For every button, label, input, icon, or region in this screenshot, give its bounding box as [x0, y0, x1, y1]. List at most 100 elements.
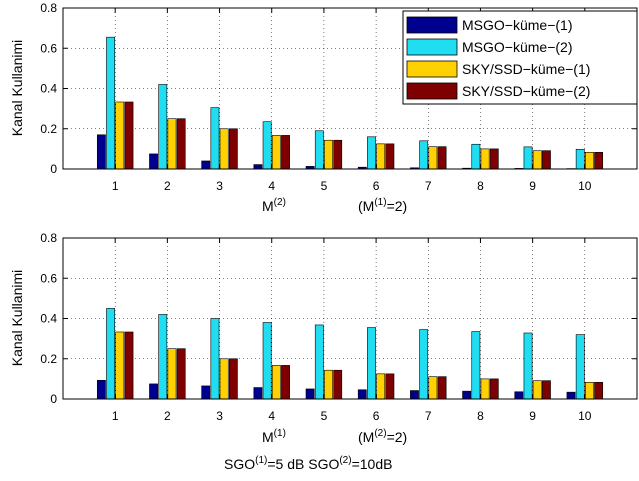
bottom-axes-box	[62, 237, 638, 400]
top-bar-msgo2-10	[575, 148, 585, 170]
top-ytick-label: 0.2	[40, 122, 57, 136]
top-bar-sky2-8	[489, 148, 499, 170]
top-bar-msgo2-6	[367, 136, 376, 170]
top-bar-msgo2-3	[210, 107, 220, 170]
bottom-bar-sky2-5	[333, 369, 343, 400]
bottom-bar-sky2-3	[228, 358, 238, 400]
bottom-bar-msgo2-6	[367, 327, 376, 400]
bottom-bar-sky1-6	[376, 373, 386, 400]
bottom-bar-msgo1-6	[357, 389, 367, 400]
bottom-ytick-label: 0.4	[40, 312, 57, 326]
bottom-bar-msgo2-2	[158, 314, 168, 400]
bottom-xtick-label: 2	[164, 409, 171, 423]
top-xtick-label: 9	[529, 179, 536, 193]
bottom-bar-sky2-1	[124, 331, 134, 400]
top-xtick-label: 6	[373, 179, 380, 193]
top-xlabel-note: (M(1)=2)	[358, 197, 407, 214]
top-bar-msgo2-9	[523, 146, 533, 170]
top-bar-msgo1-2	[149, 153, 158, 170]
top-ylabel: Kanal Kullanimi	[9, 40, 25, 137]
top-bar-sky1-2	[167, 118, 177, 170]
top-bar-sky2-10	[594, 151, 604, 170]
top-bar-msgo2-4	[262, 121, 272, 170]
bottom-bar-msgo2-10	[575, 334, 585, 400]
top-xtick-label: 5	[321, 179, 328, 193]
bottom-xtick-label: 1	[112, 409, 119, 423]
bottom-bar-sky1-9	[532, 380, 542, 400]
legend-label-sky1: SKY/SSD−küme−(1)	[462, 61, 590, 77]
bottom-bar-msgo2-8	[471, 331, 481, 400]
bottom-bar-sky2-2	[176, 348, 186, 400]
top-bar-msgo1-1	[96, 134, 106, 170]
bottom-bar-msgo2-3	[210, 318, 220, 400]
bottom-bar-sky1-8	[480, 378, 490, 400]
bottom-bar-msgo1-4	[253, 387, 263, 400]
bottom-xtick-label: 7	[425, 409, 432, 423]
bottom-bar-msgo1-10	[566, 391, 576, 400]
top-bar-sky1-4	[271, 135, 281, 170]
bottom-xtick-label: 5	[321, 409, 328, 423]
bottom-xlabel: M(1)	[262, 428, 286, 445]
top-bar-msgo2-5	[314, 130, 324, 170]
top-ytick-label: 0.6	[40, 41, 57, 55]
top-bar-sky1-1	[115, 101, 125, 170]
top-xtick-label: 7	[425, 179, 432, 193]
bottom-ytick-label: 0	[50, 392, 57, 406]
bottom-ytick-label: 0.6	[40, 271, 57, 285]
top-bar-sky1-7	[428, 146, 438, 170]
top-xtick-label: 2	[164, 179, 171, 193]
bottom-bar-sky2-10	[594, 381, 604, 400]
top-bar-sky2-7	[437, 146, 447, 170]
bottom-bar-sky1-4	[271, 365, 281, 400]
legend-swatch-sky1	[406, 60, 458, 78]
top-xtick-label: 3	[216, 179, 223, 193]
bottom-bar-msgo1-8	[462, 390, 472, 400]
top-xtick-label: 4	[268, 179, 275, 193]
top-xtick-label: 8	[477, 179, 484, 193]
bottom-bar-msgo2-9	[523, 332, 533, 400]
top-bar-sky2-3	[228, 128, 238, 170]
top-bar-sky1-6	[376, 143, 386, 170]
top-xtick-label: 1	[112, 179, 119, 193]
bottom-bar-msgo1-2	[149, 383, 158, 400]
top-bar-sky1-3	[219, 128, 229, 170]
bottom-bar-sky2-4	[281, 365, 290, 400]
legend-label-msgo2: MSGO−küme−(2)	[462, 39, 572, 55]
bottom-ytick-label: 0.8	[40, 231, 57, 245]
bottom-caption: SGO(1)=5 dB SGO(2)=10dB	[224, 455, 392, 472]
bottom-xtick-label: 10	[578, 409, 592, 423]
bottom-bar-sky2-6	[385, 373, 395, 400]
top-bar-msgo1-3	[201, 160, 211, 170]
legend: MSGO−küme−(1) MSGO−küme−(2) SKY/SSD−küme…	[402, 10, 638, 105]
top-bar-sky2-5	[333, 139, 343, 170]
bottom-bar-msgo2-7	[419, 329, 429, 400]
legend-swatch-sky2	[406, 82, 458, 100]
top-bar-sky1-10	[585, 151, 594, 170]
top-bar-msgo2-1	[106, 36, 115, 170]
top-bar-sky2-4	[281, 135, 290, 170]
legend-label-msgo1: MSGO−küme−(1)	[462, 17, 572, 33]
bottom-xtick-label: 9	[529, 409, 536, 423]
legend-swatch-msgo1	[406, 16, 458, 34]
top-bar-sky2-1	[124, 101, 134, 170]
bottom-bar-sky2-7	[437, 376, 447, 400]
top-bar-sky2-2	[176, 118, 186, 170]
top-bar-sky1-8	[480, 148, 490, 170]
bottom-bar-sky1-7	[428, 376, 438, 400]
bottom-ytick-label: 0.2	[40, 352, 57, 366]
bottom-xtick-label: 6	[373, 409, 380, 423]
bottom-bar-msgo2-4	[262, 322, 272, 400]
top-xlabel: M(2)	[262, 197, 286, 214]
bottom-xlabel-note: (M(2)=2)	[358, 428, 407, 445]
bottom-bar-msgo1-5	[305, 388, 315, 400]
bottom-bar-sky2-8	[489, 378, 499, 400]
bottom-bar-sky1-3	[219, 358, 229, 400]
top-bar-chart: Kanal Kullanimi M(2) (M(1)=2) 0 0.2 0.4 0.6…	[9, 1, 638, 214]
bottom-bar-sky2-9	[542, 380, 551, 400]
top-bar-msgo2-7	[419, 140, 429, 170]
top-bar-sky1-9	[532, 150, 542, 170]
bottom-bar-msgo1-3	[201, 385, 211, 400]
bottom-xtick-label: 8	[477, 409, 484, 423]
top-ytick-label: 0.8	[40, 1, 57, 15]
